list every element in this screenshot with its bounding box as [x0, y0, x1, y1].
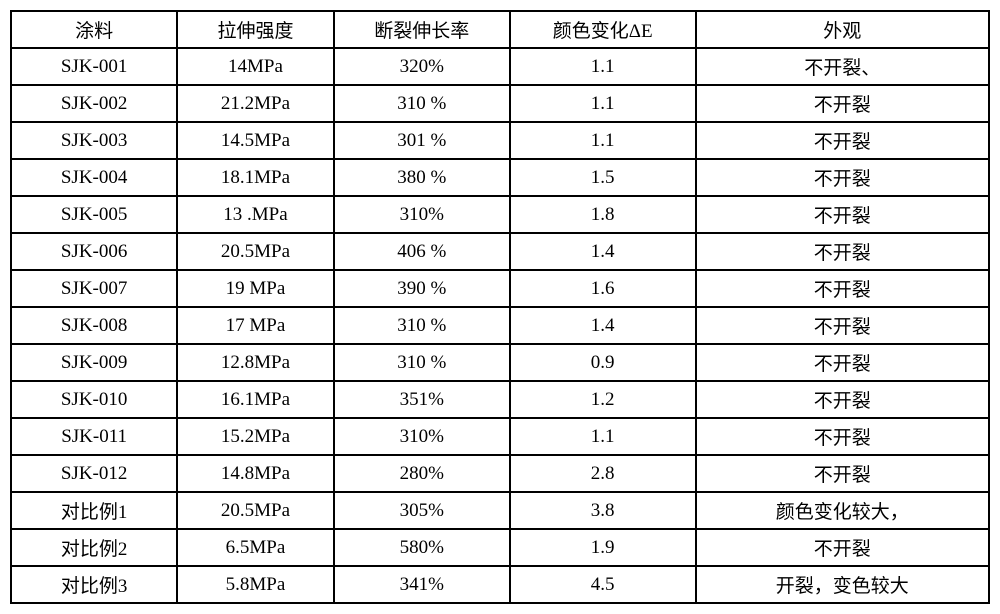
table-row: SJK-00620.5MPa406 %1.4不开裂 — [11, 233, 989, 270]
table-row: SJK-00114MPa320%1.1不开裂、 — [11, 48, 989, 85]
table-cell: SJK-002 — [11, 85, 177, 122]
header-tensile-strength: 拉伸强度 — [177, 11, 333, 48]
table-cell: 14MPa — [177, 48, 333, 85]
table-row: SJK-00314.5MPa301 %1.1不开裂 — [11, 122, 989, 159]
header-color-change: 颜色变化ΔE — [510, 11, 696, 48]
table-cell: 开裂，变色较大 — [696, 566, 989, 603]
table-cell: 310 % — [334, 307, 510, 344]
table-cell: 1.4 — [510, 233, 696, 270]
table-cell: SJK-010 — [11, 381, 177, 418]
table-cell: 406 % — [334, 233, 510, 270]
table-row: 对比例26.5MPa580%1.9不开裂 — [11, 529, 989, 566]
table-cell: 不开裂 — [696, 196, 989, 233]
table-row: SJK-00817 MPa310 %1.4不开裂 — [11, 307, 989, 344]
table-cell: 不开裂 — [696, 233, 989, 270]
table-row: SJK-01016.1MPa351%1.2不开裂 — [11, 381, 989, 418]
table-cell: 5.8MPa — [177, 566, 333, 603]
table-cell: 305% — [334, 492, 510, 529]
table-cell: 不开裂 — [696, 85, 989, 122]
table-cell: 310% — [334, 418, 510, 455]
table-cell: 341% — [334, 566, 510, 603]
table-row: 对比例35.8MPa341%4.5开裂，变色较大 — [11, 566, 989, 603]
table-body: SJK-00114MPa320%1.1不开裂、SJK-00221.2MPa310… — [11, 48, 989, 603]
table-cell: 13 .MPa — [177, 196, 333, 233]
table-cell: 310 % — [334, 344, 510, 381]
table-cell: SJK-012 — [11, 455, 177, 492]
table-cell: SJK-011 — [11, 418, 177, 455]
table-cell: 0.9 — [510, 344, 696, 381]
table-cell: 不开裂 — [696, 529, 989, 566]
table-cell: 301 % — [334, 122, 510, 159]
table-cell: SJK-009 — [11, 344, 177, 381]
table-cell: 1.8 — [510, 196, 696, 233]
table-cell: 310 % — [334, 85, 510, 122]
table-row: SJK-00513 .MPa310%1.8不开裂 — [11, 196, 989, 233]
table-cell: 16.1MPa — [177, 381, 333, 418]
table-cell: SJK-003 — [11, 122, 177, 159]
table-cell: 6.5MPa — [177, 529, 333, 566]
table-cell: 不开裂 — [696, 159, 989, 196]
table-cell: SJK-007 — [11, 270, 177, 307]
table-cell: 280% — [334, 455, 510, 492]
table-cell: 2.8 — [510, 455, 696, 492]
table-cell: 对比例2 — [11, 529, 177, 566]
table-cell: 1.1 — [510, 85, 696, 122]
header-appearance: 外观 — [696, 11, 989, 48]
table-row: SJK-00221.2MPa310 %1.1不开裂 — [11, 85, 989, 122]
table-cell: 不开裂 — [696, 307, 989, 344]
header-coating: 涂料 — [11, 11, 177, 48]
table-cell: SJK-008 — [11, 307, 177, 344]
table-cell: 1.1 — [510, 418, 696, 455]
table-cell: 380 % — [334, 159, 510, 196]
table-cell: 1.9 — [510, 529, 696, 566]
table-cell: 4.5 — [510, 566, 696, 603]
data-table: 涂料 拉伸强度 断裂伸长率 颜色变化ΔE 外观 SJK-00114MPa320%… — [10, 10, 990, 604]
table-cell: 18.1MPa — [177, 159, 333, 196]
table-cell: 1.1 — [510, 122, 696, 159]
table-row: SJK-00719 MPa390 %1.6不开裂 — [11, 270, 989, 307]
table-cell: 390 % — [334, 270, 510, 307]
table-cell: 310% — [334, 196, 510, 233]
table-cell: SJK-006 — [11, 233, 177, 270]
table-cell: 不开裂 — [696, 381, 989, 418]
table-cell: 不开裂 — [696, 270, 989, 307]
table-cell: 17 MPa — [177, 307, 333, 344]
table-cell: 580% — [334, 529, 510, 566]
table-cell: 1.4 — [510, 307, 696, 344]
table-cell: 对比例3 — [11, 566, 177, 603]
table-cell: 1.5 — [510, 159, 696, 196]
table-cell: SJK-001 — [11, 48, 177, 85]
table-row: SJK-00418.1MPa380 %1.5不开裂 — [11, 159, 989, 196]
table-cell: 对比例1 — [11, 492, 177, 529]
table-cell: 12.8MPa — [177, 344, 333, 381]
table-header-row: 涂料 拉伸强度 断裂伸长率 颜色变化ΔE 外观 — [11, 11, 989, 48]
table-cell: SJK-004 — [11, 159, 177, 196]
table-row: SJK-01115.2MPa310%1.1不开裂 — [11, 418, 989, 455]
table-cell: 320% — [334, 48, 510, 85]
table-cell: 21.2MPa — [177, 85, 333, 122]
table-cell: 1.2 — [510, 381, 696, 418]
table-row: SJK-00912.8MPa310 %0.9不开裂 — [11, 344, 989, 381]
table-cell: 颜色变化较大， — [696, 492, 989, 529]
table-cell: 不开裂 — [696, 455, 989, 492]
table-cell: 不开裂 — [696, 418, 989, 455]
table-cell: 14.8MPa — [177, 455, 333, 492]
table-cell: 1.6 — [510, 270, 696, 307]
header-elongation: 断裂伸长率 — [334, 11, 510, 48]
table-row: 对比例120.5MPa305%3.8颜色变化较大， — [11, 492, 989, 529]
table-cell: 19 MPa — [177, 270, 333, 307]
table-cell: 不开裂 — [696, 344, 989, 381]
table-cell: 不开裂、 — [696, 48, 989, 85]
table-cell: 15.2MPa — [177, 418, 333, 455]
table-row: SJK-01214.8MPa280%2.8不开裂 — [11, 455, 989, 492]
table-cell: 1.1 — [510, 48, 696, 85]
table-cell: 14.5MPa — [177, 122, 333, 159]
table-cell: 20.5MPa — [177, 233, 333, 270]
table-cell: 3.8 — [510, 492, 696, 529]
table-cell: 不开裂 — [696, 122, 989, 159]
table-cell: 351% — [334, 381, 510, 418]
table-cell: 20.5MPa — [177, 492, 333, 529]
table-cell: SJK-005 — [11, 196, 177, 233]
